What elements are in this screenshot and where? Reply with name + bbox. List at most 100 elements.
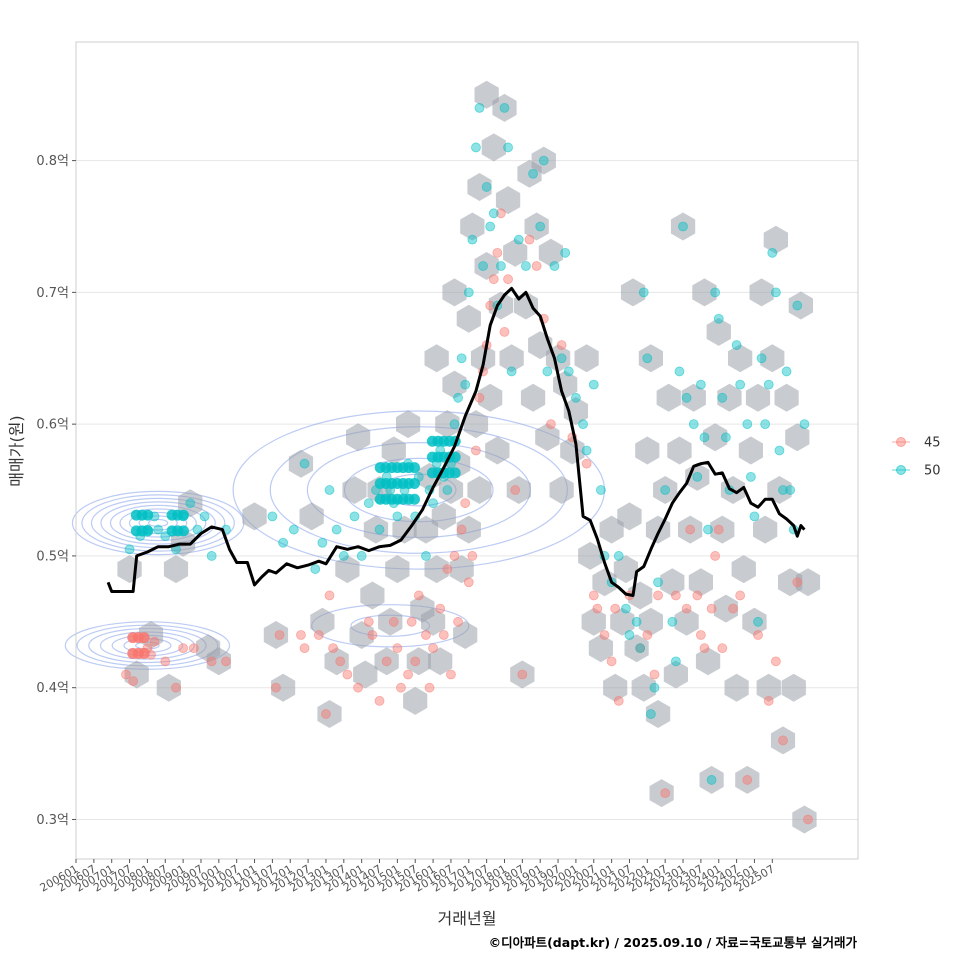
hexbin [449, 555, 474, 584]
scatter-point-50 [535, 221, 546, 232]
scatter-point-50 [667, 616, 678, 627]
scatter-point-50 [542, 366, 553, 377]
scatter-point-50 [317, 537, 328, 548]
scatter-point-50 [735, 379, 746, 390]
scatter-point-45 [381, 656, 392, 667]
hexbin [520, 383, 546, 412]
hexbin [156, 673, 181, 702]
density-contour [81, 494, 235, 552]
scatter-point-50 [453, 392, 463, 403]
density-contour [100, 501, 216, 545]
scatter-point-50 [688, 419, 699, 430]
scatter-point-45 [374, 695, 385, 706]
scatter-point-50 [713, 313, 724, 324]
legend-label: 50 [924, 464, 941, 479]
scatter-point-50 [442, 485, 453, 495]
scatter-point-50 [278, 537, 289, 548]
scatter-point-50 [649, 682, 660, 693]
scatter-point-45 [353, 682, 363, 693]
hexbin [124, 660, 149, 689]
scatter-point-50 [560, 247, 571, 258]
scatter-point-50 [421, 551, 431, 561]
hexbin [474, 252, 499, 280]
hexbin [781, 673, 806, 702]
hexbin [495, 186, 521, 215]
hexbin [406, 647, 431, 676]
scatter-point-45 [488, 274, 499, 285]
scatter-point-45 [321, 709, 331, 719]
hexbin [788, 291, 813, 320]
scatter-point-50 [799, 419, 810, 430]
hexbin [645, 700, 671, 728]
hexbin [678, 515, 703, 544]
density-contour [119, 508, 197, 538]
scatter-point-50 [528, 168, 538, 179]
hexbin [753, 515, 778, 544]
hexbin [728, 344, 753, 373]
scatter-point-50 [638, 287, 649, 298]
scatter-point-50 [717, 392, 728, 403]
scatter-point-50 [521, 261, 531, 271]
scatter-point-50 [478, 261, 488, 271]
hexbin [610, 607, 635, 636]
hexbin [263, 621, 289, 649]
hexbin [795, 568, 821, 597]
hexbin [467, 173, 492, 201]
scatter-point-50 [631, 616, 642, 627]
hexbin [745, 383, 771, 412]
trend-line-layer [106, 286, 806, 597]
y-axis-title: 매매가(원) [7, 415, 26, 486]
hexbin [460, 212, 485, 241]
scatter-point-50 [481, 182, 492, 192]
scatter-point-45 [453, 616, 463, 627]
scatter-point-50 [338, 551, 349, 561]
cluster-point-50 [142, 509, 154, 521]
scatter-point-50 [563, 366, 574, 377]
scatter-point-45 [592, 603, 603, 614]
scatter-point-50 [645, 709, 656, 719]
scatter-point-50 [192, 524, 203, 535]
hexbin [288, 449, 314, 478]
scatter-point-50 [578, 419, 588, 430]
scatter-point-45 [296, 630, 306, 640]
scatter-point-50 [456, 353, 467, 364]
hexbin [363, 515, 389, 544]
hexbin [763, 225, 788, 254]
scatter-point-50 [703, 524, 713, 535]
hexbin [503, 238, 528, 267]
scatter-point-50 [153, 524, 164, 535]
scatter-point-45 [685, 524, 696, 535]
hexbin [424, 555, 449, 584]
hexbin [349, 621, 374, 649]
scatter-point-45 [588, 590, 599, 601]
hexbin [435, 410, 460, 439]
hexbin [578, 541, 603, 570]
scatter-point-45 [421, 630, 431, 640]
scatter-point-45 [649, 669, 660, 680]
hexbin [731, 555, 756, 584]
hexbin [456, 304, 481, 333]
scatter-point-50 [471, 142, 481, 153]
hexbin [499, 344, 524, 373]
panel-border [75, 41, 859, 860]
hexbin [531, 146, 556, 175]
scatter-point-45 [753, 630, 763, 640]
trend-line [106, 286, 806, 597]
scatter-point-45 [328, 643, 338, 654]
scatter-point-45 [446, 669, 456, 680]
scatter-point-50 [753, 616, 763, 627]
scatter-point-50 [720, 432, 731, 443]
cluster-point-50 [409, 462, 421, 474]
scatter-point-45 [274, 630, 285, 640]
hexbin [381, 436, 406, 465]
legend-key-point [896, 465, 906, 475]
density-contour [232, 410, 606, 570]
scatter-point-50 [785, 485, 796, 495]
cluster-point-50 [409, 493, 421, 505]
scatter-point-45 [792, 577, 803, 588]
scatter-point-45 [363, 616, 374, 627]
hexbin [670, 212, 696, 241]
hexbin [703, 423, 728, 452]
scatter-point-45 [442, 564, 453, 574]
scatter-point-50 [463, 287, 474, 298]
